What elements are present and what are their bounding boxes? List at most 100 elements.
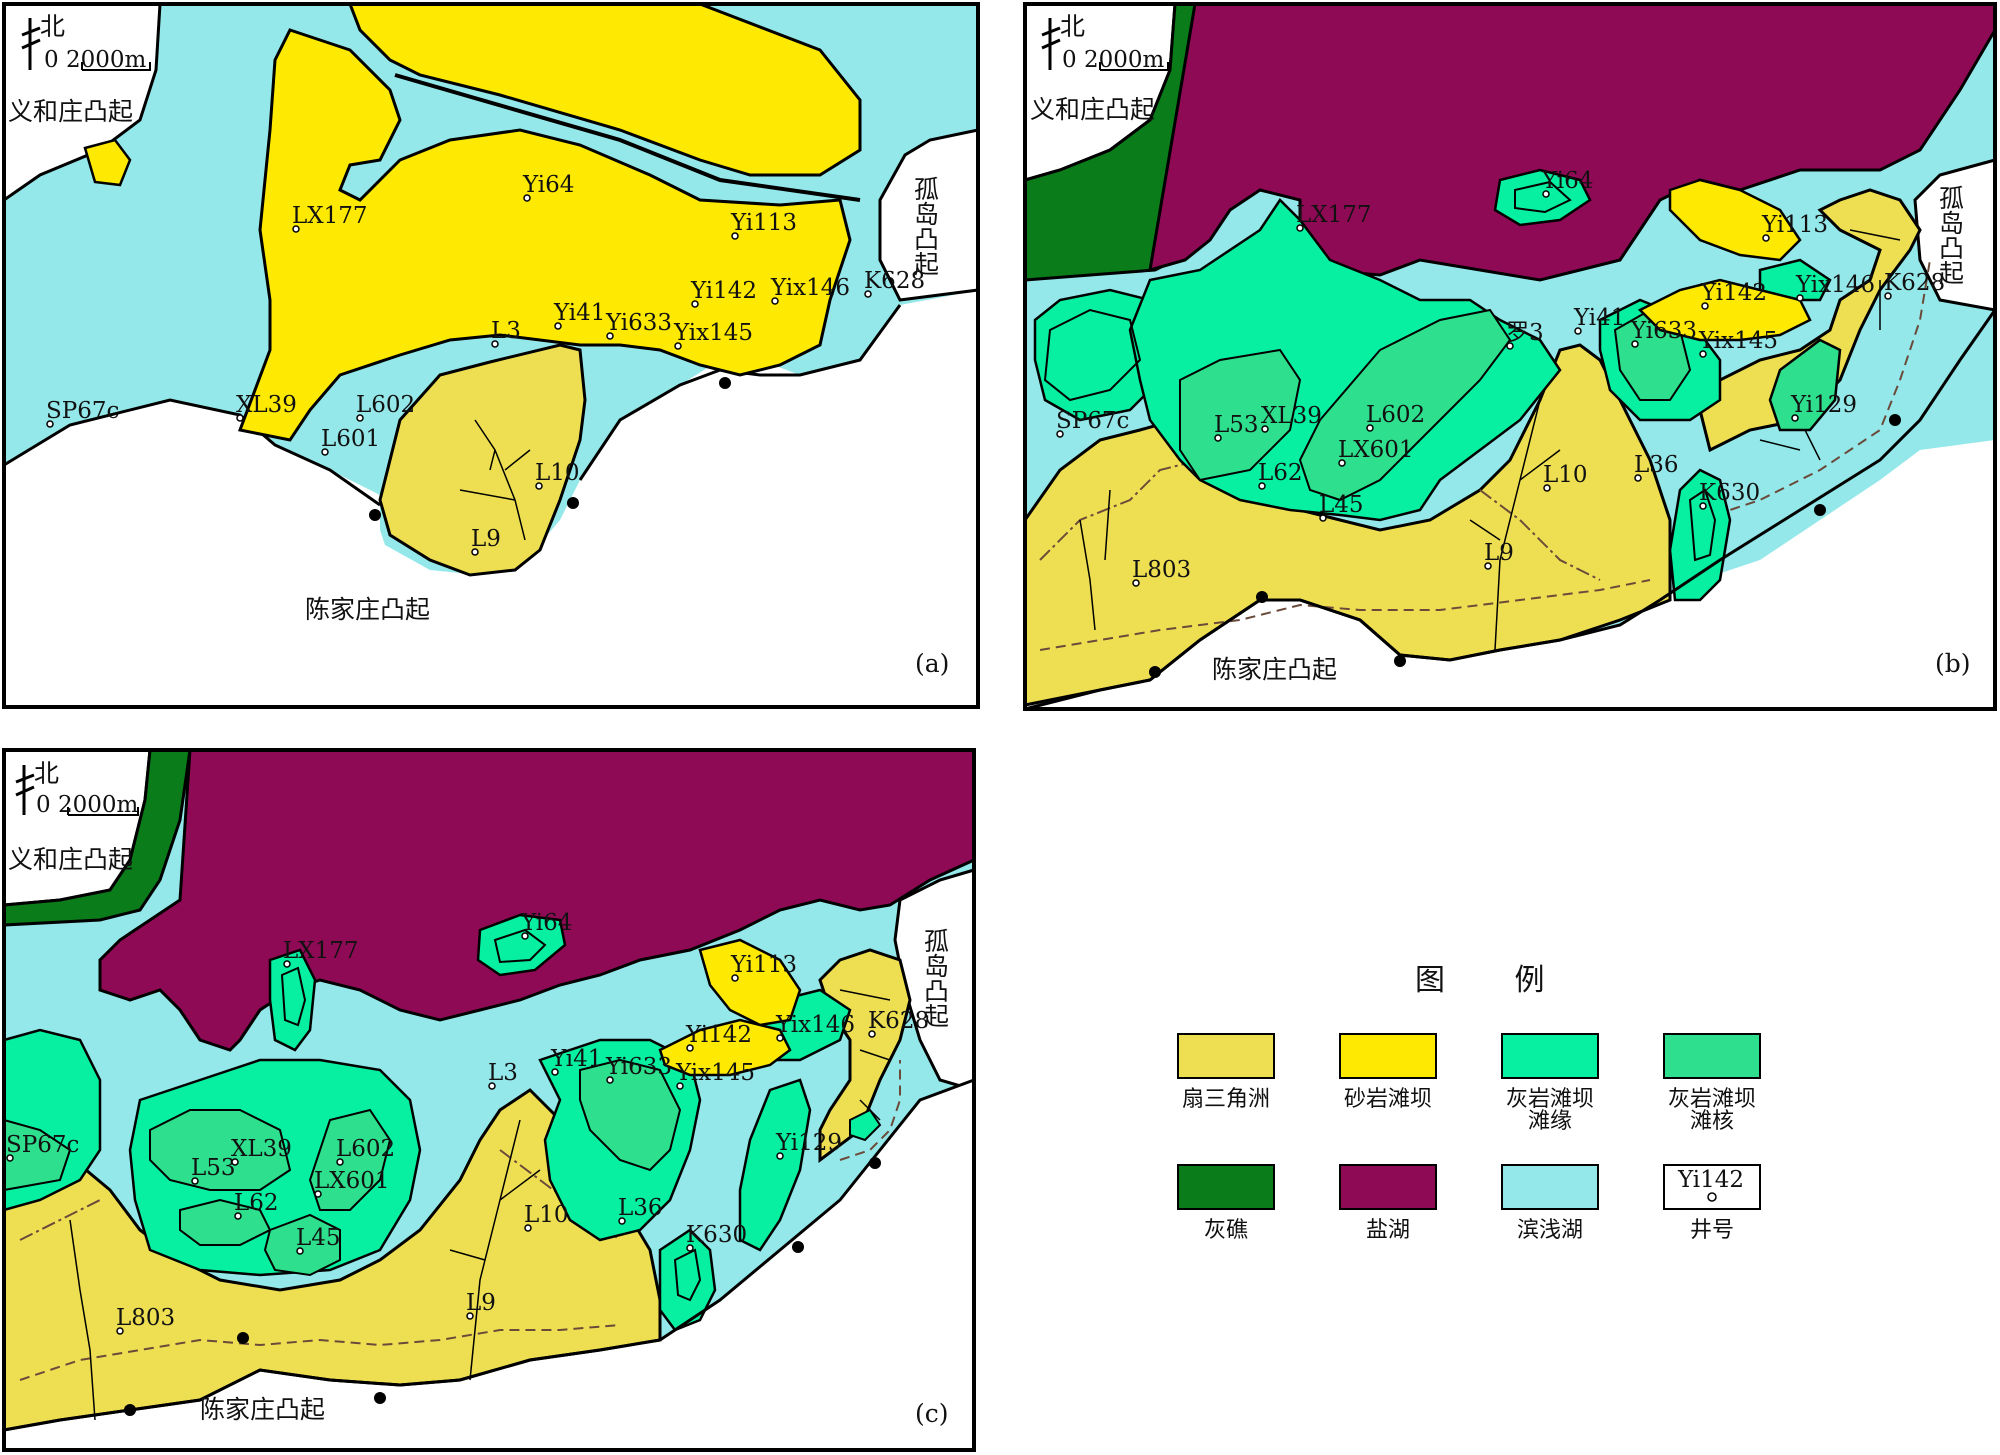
well-label: L602 — [1366, 402, 1425, 428]
well-marker-icon — [691, 300, 699, 308]
sandstone-bar — [1637, 278, 1812, 342]
legend-sample-well: Yi142 — [1677, 1167, 1744, 1193]
well-marker-icon — [1338, 459, 1346, 467]
scale-label: 0 2000m — [36, 792, 138, 818]
well-label: Yi41 — [550, 1046, 602, 1072]
scale-label: 0 2000m — [1062, 47, 1164, 73]
well-marker-icon — [521, 932, 529, 940]
legend-swatch — [1663, 1033, 1761, 1079]
well-label: K630 — [686, 1222, 747, 1248]
well-marker-icon — [231, 1158, 239, 1166]
well-label: L602 — [356, 392, 415, 418]
legend-swatch — [1339, 1033, 1437, 1079]
legend-label: 灰岩滩坝 — [1506, 1087, 1594, 1112]
chenjiazhuang-uplift-area — [4, 1080, 974, 1450]
well-label: K628 — [868, 1008, 929, 1034]
well-label: Yi633 — [1630, 318, 1697, 344]
panel-c-frame — [2, 748, 976, 1452]
well-label: L10 — [535, 460, 580, 486]
well-marker-icon — [776, 1152, 784, 1160]
well-label: Yi113 — [1761, 212, 1828, 238]
sandstone-bar — [698, 938, 802, 1027]
yihezhuang-uplift-area — [2, 2, 162, 203]
panel-b: 北 0 2000m 义和庄凸起 陈家庄凸起 孤岛凸起 (b) Yi64 LX177… — [1023, 2, 1997, 711]
limestone-bar-core — [149, 1109, 292, 1191]
well-label: K630 — [1699, 480, 1760, 506]
legend-label: 井号 — [1690, 1218, 1734, 1243]
well-marker-icon — [234, 1212, 242, 1220]
fan-delta-gudao — [1698, 188, 1922, 453]
north-label: 北 — [40, 12, 65, 41]
well-label: Yi129 — [775, 1130, 842, 1156]
north-label: 北 — [34, 759, 59, 788]
well-label: SP67c — [46, 398, 119, 424]
uplift-label-yihezhuang: 义和庄凸起 — [8, 845, 133, 874]
well-label: LX601 — [314, 1168, 390, 1194]
well-marker-icon — [674, 342, 682, 350]
well-label: Yi142 — [1700, 280, 1767, 306]
well-label: L53 — [1214, 412, 1259, 438]
legend-swatch — [1177, 1164, 1275, 1210]
well-label: Yix145 — [1698, 328, 1778, 354]
sandstone-bar — [658, 1018, 792, 1077]
scale-label: 0 2000m — [44, 47, 146, 73]
legend-label: 砂岩滩坝 — [1344, 1087, 1432, 1112]
well-marker-icon — [1707, 1192, 1717, 1202]
chenjiazhuang-uplift-area — [1025, 440, 1995, 709]
north-arrow-icon — [21, 18, 151, 71]
well-marker-icon — [1543, 484, 1551, 492]
well-label: L10 — [524, 1202, 569, 1228]
well-label: Yi41 — [1573, 305, 1625, 331]
well-label: LX601 — [1338, 437, 1414, 463]
well-marker-icon — [1631, 340, 1639, 348]
well-label: XL39 — [231, 1136, 292, 1162]
well-marker-icon — [1296, 224, 1304, 232]
well-label: L601 — [321, 426, 380, 452]
well-marker-icon — [1484, 562, 1492, 570]
well-marker-icon — [1699, 350, 1707, 358]
fan-delta-chenjiazhuang — [378, 343, 587, 577]
well-marker-icon — [1634, 474, 1642, 482]
salt-lake-area — [98, 748, 976, 1052]
legend-title: 图 例 — [1415, 963, 1575, 998]
well-marker-icon — [1762, 234, 1770, 242]
well-marker-icon — [471, 548, 479, 556]
legend-swatch — [1177, 1033, 1275, 1079]
gudao-uplift-area — [878, 128, 980, 302]
well-marker-icon — [868, 1030, 876, 1038]
well-label: Yi41 — [553, 300, 605, 326]
well-label: L45 — [1319, 492, 1364, 518]
well-marker-icon — [523, 194, 531, 202]
well-label: Yi64 — [520, 910, 572, 936]
well-marker-icon — [864, 290, 872, 298]
uplift-label-yihezhuang: 义和庄凸起 — [1030, 95, 1155, 124]
well-marker-icon — [1701, 302, 1709, 310]
well-label: Yi113 — [730, 952, 797, 978]
well-marker-icon — [771, 297, 779, 305]
salt-lake-area — [1148, 2, 1997, 282]
panel-a-frame — [2, 2, 980, 709]
well-label: Yi64 — [522, 172, 574, 198]
panel-tag: (a) — [915, 649, 949, 678]
well-label: L9 — [466, 1290, 496, 1316]
well-marker-icon — [6, 1154, 14, 1162]
well-label: Yi633 — [605, 310, 672, 336]
well-label: Yix146 — [770, 275, 850, 301]
panel-a: 北 0 2000m 义和庄凸起 陈家庄凸起 孤岛凸起 (a) Yi64 LX177… — [2, 2, 980, 709]
well-label: SP67c — [6, 1132, 79, 1158]
north-label: 北 — [1060, 12, 1085, 41]
uplift-label-gudao: 孤岛凸起 — [1936, 185, 1965, 285]
well-marker-icon — [1884, 292, 1892, 300]
well-label: Yi129 — [1790, 392, 1857, 418]
legend-label: 灰岩滩坝 — [1668, 1087, 1756, 1112]
chenjiazhuang-uplift-area — [4, 290, 980, 707]
well-marker-icon — [606, 332, 614, 340]
well-marker-icon — [535, 482, 543, 490]
legend-swatch — [1501, 1164, 1599, 1210]
well-marker-icon — [283, 960, 291, 968]
limestone-bar-core — [1298, 308, 1512, 502]
well-marker-icon — [1366, 424, 1374, 432]
well-marker-icon — [731, 232, 739, 240]
legend-label: 扇三角洲 — [1182, 1087, 1270, 1112]
